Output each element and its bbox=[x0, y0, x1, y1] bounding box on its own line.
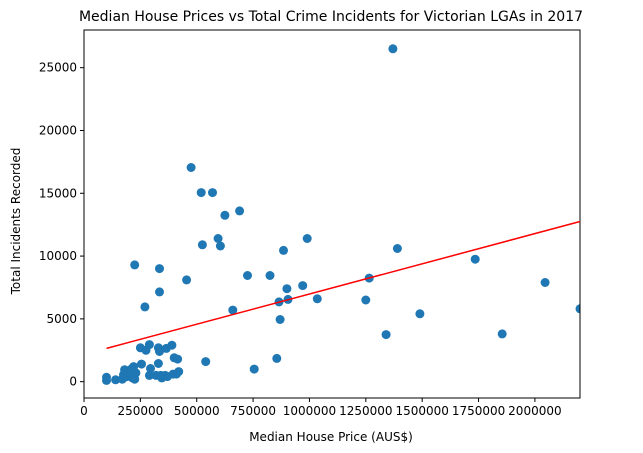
data-point bbox=[540, 278, 550, 287]
data-point bbox=[146, 364, 155, 373]
y-tick-label: 10000 bbox=[39, 249, 77, 263]
trend-line bbox=[106, 220, 581, 350]
data-point bbox=[167, 340, 177, 350]
data-point bbox=[302, 234, 312, 243]
x-tick-label: 1000000 bbox=[283, 404, 336, 418]
data-point bbox=[265, 271, 275, 280]
trend-line-group bbox=[106, 220, 581, 350]
data-point bbox=[102, 375, 111, 385]
data-point bbox=[155, 347, 164, 356]
data-point bbox=[173, 354, 183, 364]
x-tick-label: 250000 bbox=[117, 404, 163, 418]
y-tick-label: 0 bbox=[69, 375, 77, 389]
y-axis-label: Total Incidents Recorded bbox=[9, 148, 23, 296]
data-point bbox=[282, 284, 292, 294]
data-point bbox=[144, 370, 154, 380]
data-point bbox=[415, 309, 425, 319]
data-point bbox=[228, 305, 238, 315]
data-point bbox=[213, 234, 223, 243]
y-tick-label: 5000 bbox=[46, 312, 77, 326]
x-tick-label: 0 bbox=[80, 404, 88, 418]
data-point bbox=[298, 281, 308, 291]
data-point bbox=[131, 368, 141, 378]
data-point bbox=[381, 330, 391, 340]
chart-title: Median House Prices vs Total Crime Incid… bbox=[79, 9, 583, 25]
data-point bbox=[497, 329, 507, 339]
data-point bbox=[201, 357, 211, 367]
data-point bbox=[243, 271, 252, 280]
plot-frame bbox=[83, 29, 581, 399]
data-point bbox=[392, 244, 402, 253]
data-point bbox=[130, 260, 140, 270]
x-tick-label: 1750000 bbox=[452, 404, 505, 418]
x-tick-label: 1500000 bbox=[395, 404, 448, 418]
data-point bbox=[140, 302, 150, 312]
data-point bbox=[137, 359, 146, 369]
data-point bbox=[220, 210, 230, 220]
data-point bbox=[182, 275, 192, 285]
data-point bbox=[235, 206, 245, 216]
y-axis-ticks: 0 5000 10000 15000 20000 25000 bbox=[39, 61, 84, 389]
data-point bbox=[215, 241, 225, 251]
data-point bbox=[186, 163, 196, 172]
x-tick-label: 750000 bbox=[230, 404, 276, 418]
y-tick-label: 15000 bbox=[39, 186, 77, 200]
data-point bbox=[155, 287, 164, 297]
data-point bbox=[388, 44, 398, 54]
y-tick-label: 20000 bbox=[39, 123, 77, 137]
data-point bbox=[155, 264, 164, 274]
data-point bbox=[470, 254, 480, 264]
data-point bbox=[312, 294, 322, 304]
data-point bbox=[279, 245, 288, 255]
data-point bbox=[275, 315, 285, 324]
data-point bbox=[272, 353, 282, 363]
data-point bbox=[575, 304, 580, 314]
data-point bbox=[361, 295, 371, 305]
data-point bbox=[249, 364, 259, 374]
data-point bbox=[111, 375, 121, 385]
data-points-group bbox=[102, 44, 580, 385]
data-point bbox=[208, 188, 217, 198]
data-point bbox=[153, 359, 163, 368]
data-point bbox=[197, 240, 207, 250]
data-point bbox=[196, 188, 206, 198]
x-axis-label: Median House Price (AUS$) bbox=[249, 430, 413, 444]
y-tick-label: 25000 bbox=[39, 61, 77, 75]
x-axis-ticks: 0 250000 500000 750000 1000000 1250000 1500000… bbox=[80, 398, 562, 418]
data-point bbox=[144, 340, 154, 350]
x-tick-label: 500000 bbox=[174, 404, 220, 418]
x-tick-label: 2000000 bbox=[508, 404, 561, 418]
x-tick-label: 1250000 bbox=[339, 404, 392, 418]
data-point bbox=[174, 367, 184, 377]
